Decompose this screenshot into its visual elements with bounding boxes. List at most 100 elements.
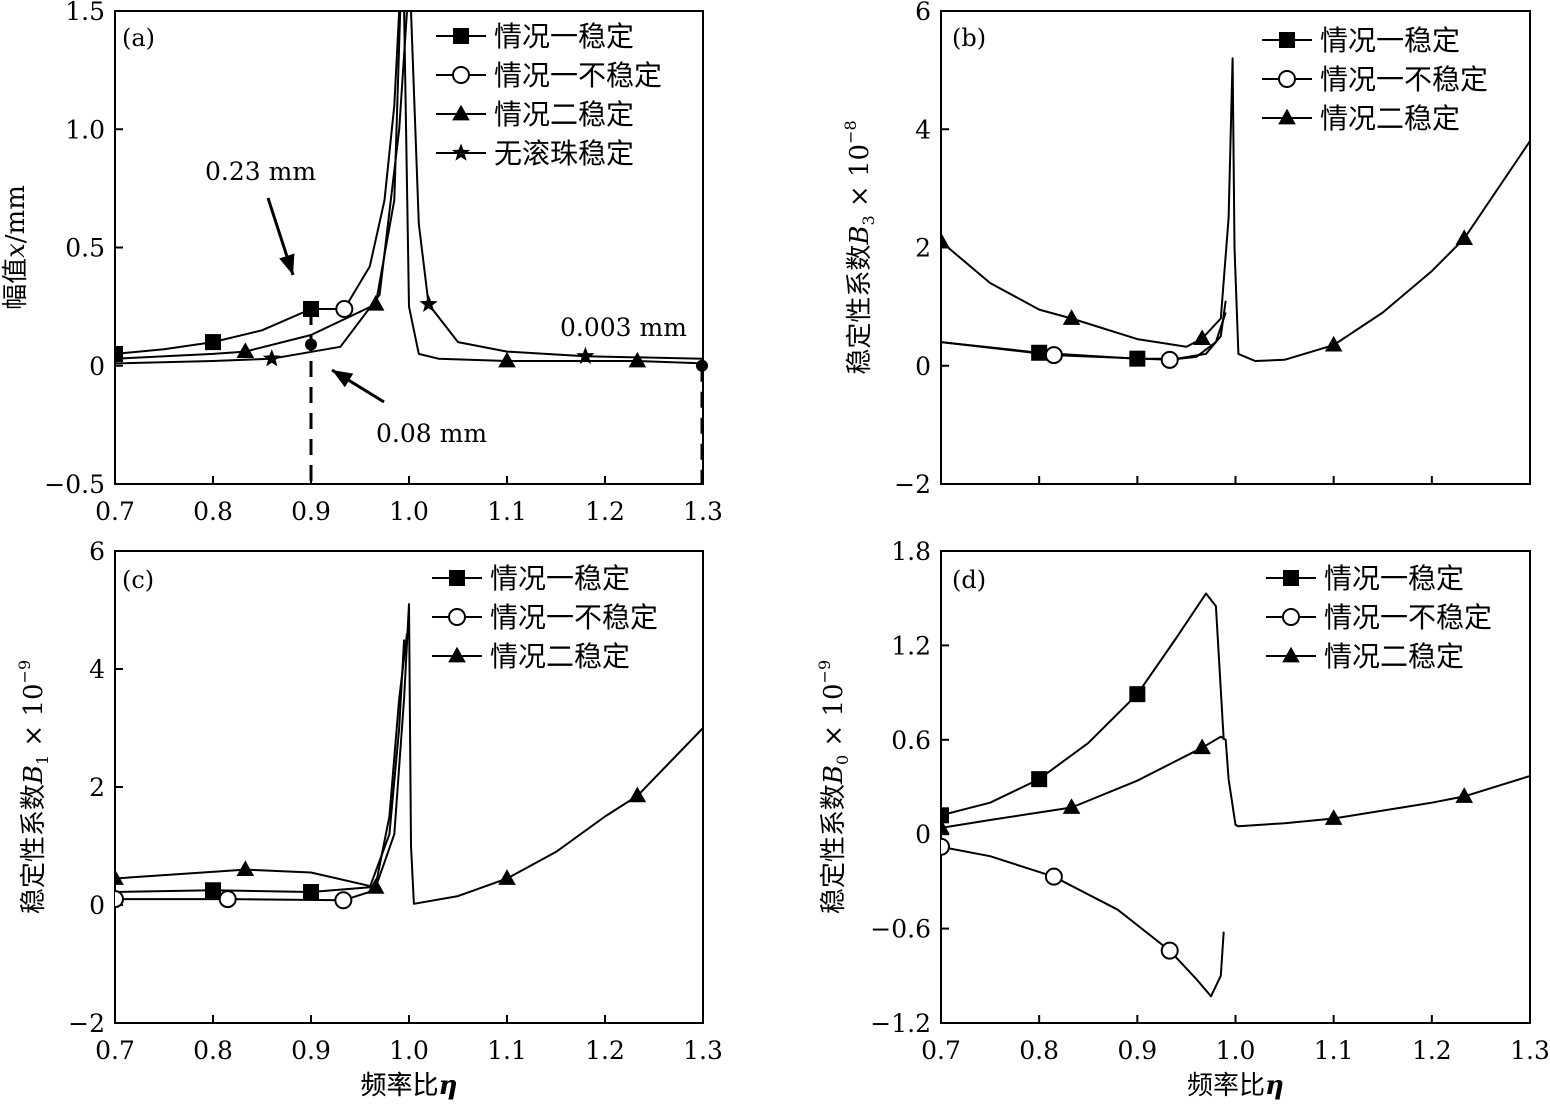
legend-label: 情况一稳定 <box>494 20 634 53</box>
y-tick-label: 6 <box>89 537 105 566</box>
y-tick-label: −2 <box>894 470 931 499</box>
legend-marker-square <box>453 28 469 44</box>
data-point-star <box>262 349 281 367</box>
data-point-triangle <box>1062 309 1081 325</box>
end-point <box>696 359 708 372</box>
legend-marker-circle <box>452 66 470 84</box>
legend-label: 情况二稳定 <box>490 640 630 673</box>
legend-marker-star <box>451 143 471 161</box>
x-tick-label: 0.7 <box>95 497 135 526</box>
data-point-triangle <box>366 295 385 311</box>
y-tick-label: 1.8 <box>891 537 931 566</box>
data-point-square <box>115 345 123 362</box>
series-line-square <box>941 300 1227 360</box>
data-point-triangle <box>498 869 516 885</box>
x-tick-label: 0.7 <box>921 1036 961 1065</box>
data-point-circle <box>115 890 124 909</box>
data-point-triangle <box>1062 798 1081 814</box>
data-point-triangle <box>1193 738 1211 755</box>
data-point-triangle <box>941 818 950 835</box>
chart-panel-c: 0.7 0.8 0.9 1.0 1.1 1.2 1.3 −2 0 2 4 6 (c) 频率比η 稳定性系数B… <box>15 537 723 1101</box>
data-point-circle <box>1044 867 1063 886</box>
series-line-triangle <box>115 11 703 365</box>
annotation-label: 0.23 mm <box>205 157 316 186</box>
series-line-triangle <box>115 603 703 905</box>
y-tick-label: 4 <box>915 115 931 144</box>
series-line-circle <box>311 11 401 310</box>
x-tick-label: 0.9 <box>291 497 331 526</box>
data-point-square <box>205 882 221 899</box>
data-point-triangle <box>628 786 647 803</box>
data-point-triangle <box>1455 229 1474 246</box>
data-point-square <box>303 300 319 317</box>
legend-label: 情况二稳定 <box>1320 102 1460 135</box>
data-point-triangle <box>1193 329 1211 345</box>
x-axis-label: 频率比η <box>361 1071 458 1101</box>
x-axis-label: 频率比η <box>1187 1071 1284 1101</box>
x-tick-label: 1.2 <box>585 497 625 526</box>
data-point-triangle <box>236 860 255 876</box>
legend-marker-circle <box>1278 70 1296 88</box>
y-axis-label: 稳定性系数B0 × 10−9 <box>815 660 852 914</box>
y-axis-label: 稳定性系数B1 × 10−9 <box>15 660 52 914</box>
data-point-triangle <box>941 232 950 248</box>
x-tick-label: 1.1 <box>487 1036 527 1065</box>
x-tick-label: 0.9 <box>1117 1036 1157 1065</box>
legend-marker-triangle <box>1282 646 1300 663</box>
plot-area <box>941 57 1530 369</box>
legend-label: 无滚珠稳定 <box>494 137 634 170</box>
series-line-star <box>115 11 703 365</box>
x-tick-label: 1.1 <box>1314 1036 1354 1065</box>
data-point-square <box>941 807 949 824</box>
data-point-circle <box>1160 350 1179 369</box>
data-point-star <box>576 346 595 365</box>
legend-label: 情况一稳定 <box>490 562 630 595</box>
y-tick-label: 1.2 <box>891 631 931 660</box>
data-point-circle <box>335 299 354 318</box>
series-line-square <box>115 639 406 893</box>
y-tick-label: 0 <box>915 820 931 849</box>
legend-marker-circle <box>448 608 466 626</box>
data-point-triangle <box>236 342 255 358</box>
y-tick-label: −0.5 <box>44 470 105 499</box>
legend-marker-triangle <box>448 646 466 663</box>
series-line-triangle <box>941 735 1530 829</box>
series-line-circle <box>941 845 1225 998</box>
data-point-square <box>1031 344 1048 361</box>
legend-label: 情况一不稳定 <box>490 601 658 634</box>
data-point-square <box>1129 686 1146 703</box>
annotation-arrow-head <box>332 370 354 388</box>
data-point-star <box>419 294 438 312</box>
annotation-arrow-head <box>279 253 295 275</box>
data-point-triangle <box>115 869 124 885</box>
data-point-square <box>303 884 319 901</box>
y-tick-label: 2 <box>89 773 105 802</box>
y-tick-label: 1.0 <box>65 115 105 144</box>
legend-label: 情况一稳定 <box>1324 562 1464 595</box>
legend-marker-square <box>1283 570 1299 586</box>
y-tick-label: −1.2 <box>870 1009 931 1038</box>
legend-label: 情况一稳定 <box>1320 24 1460 57</box>
legend-label: 情况二稳定 <box>494 98 634 131</box>
x-tick-label: 0.8 <box>1019 1036 1059 1065</box>
x-tick-label: 0.7 <box>95 1036 135 1065</box>
annotation-label: 0.08 mm <box>376 419 487 448</box>
panel-label: (c) <box>122 566 154 594</box>
legend-marker-square <box>1279 32 1295 48</box>
series-line-circle <box>115 633 408 902</box>
y-tick-label: 0 <box>89 352 105 381</box>
y-tick-label: 6 <box>915 0 931 26</box>
legend-marker-square <box>449 570 465 586</box>
legend-marker-triangle <box>452 104 470 121</box>
x-tick-label: 0.9 <box>291 1036 331 1065</box>
legend-marker-triangle <box>1278 108 1296 125</box>
data-point-triangle <box>366 878 385 894</box>
x-tick-label: 1.3 <box>683 1036 723 1065</box>
legend-label: 情况一不稳定 <box>1320 63 1488 96</box>
y-tick-label: 2 <box>915 234 931 263</box>
